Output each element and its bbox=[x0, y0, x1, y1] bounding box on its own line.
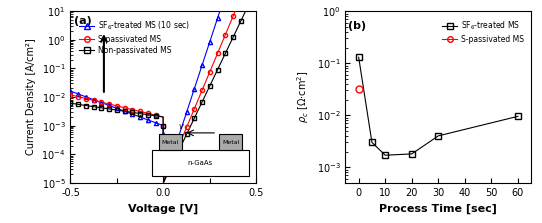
X-axis label: Voltage [V]: Voltage [V] bbox=[128, 203, 198, 214]
SF$_6$-treated MS bbox=[356, 56, 362, 59]
Legend: SF$_6$-treated MS (10 sec), S-passivated MS, Non-passivated MS: SF$_6$-treated MS (10 sec), S-passivated… bbox=[76, 17, 193, 58]
SF$_6$-treated MS bbox=[435, 134, 442, 137]
Text: (b): (b) bbox=[348, 21, 366, 31]
SF$_6$-treated MS bbox=[515, 115, 521, 118]
Text: (a): (a) bbox=[74, 16, 92, 26]
Line: SF$_6$-treated MS: SF$_6$-treated MS bbox=[356, 54, 521, 158]
Y-axis label: Current Density [A/cm²]: Current Density [A/cm²] bbox=[26, 39, 36, 155]
Y-axis label: $\rho_c$ [$\Omega$$\cdot$cm$^2$]: $\rho_c$ [$\Omega$$\cdot$cm$^2$] bbox=[295, 71, 311, 123]
Legend: SF$_6$-treated MS, S-passivated MS: SF$_6$-treated MS, S-passivated MS bbox=[439, 17, 527, 47]
SF$_6$-treated MS bbox=[369, 141, 375, 144]
X-axis label: Process Time [sec]: Process Time [sec] bbox=[379, 203, 497, 214]
SF$_6$-treated MS bbox=[409, 153, 415, 155]
SF$_6$-treated MS bbox=[382, 154, 389, 157]
